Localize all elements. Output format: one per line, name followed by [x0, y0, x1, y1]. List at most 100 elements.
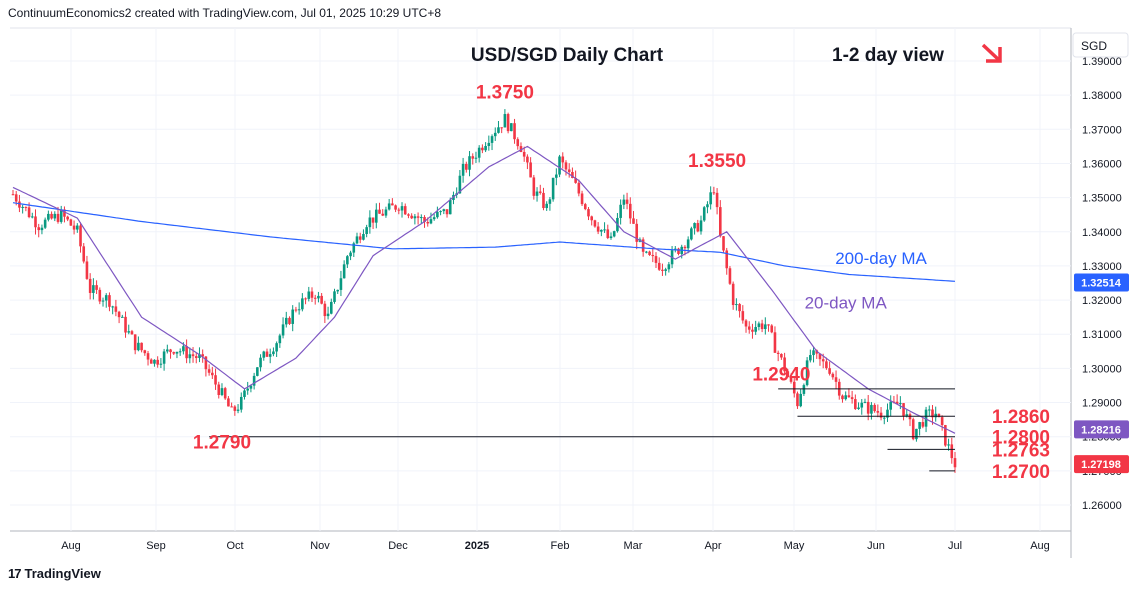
candle-body [882, 417, 886, 419]
candle-body [153, 359, 156, 364]
candle-body [635, 223, 639, 242]
candle-body [841, 395, 844, 400]
candle-body [702, 207, 706, 221]
time-tick-label: Sep [146, 540, 166, 552]
candle-body [21, 206, 24, 208]
footer-brand: TradingView [24, 566, 101, 581]
candle-body [510, 123, 513, 132]
candle-body [571, 171, 574, 178]
candle-body [88, 278, 92, 293]
candle-body [137, 342, 140, 351]
price-badge [1074, 455, 1129, 474]
candle-body [262, 351, 266, 358]
level-annotation: 1.2940 [752, 364, 810, 385]
candle-body [121, 316, 124, 318]
candle-body [500, 127, 503, 129]
candle-body [365, 227, 368, 234]
candle-body [873, 404, 876, 412]
candle-body [493, 132, 497, 137]
price-tick-label: 1.37000 [1082, 124, 1122, 136]
candle-body [876, 411, 880, 413]
candle-body [854, 399, 857, 409]
currency-button[interactable]: SGD [1072, 32, 1129, 58]
candle-body [905, 414, 909, 417]
time-tick-label: Aug [1030, 540, 1050, 552]
candle-body [69, 219, 73, 226]
time-tick-label: Apr [704, 540, 721, 552]
candle-body [484, 146, 487, 151]
candle-body [931, 409, 934, 418]
candle-body [143, 350, 147, 354]
candle-body [18, 201, 21, 208]
candle-body [230, 406, 233, 408]
candle-body [30, 216, 34, 218]
candle-body [371, 217, 375, 223]
chart-title: USD/SGD Daily Chart [471, 45, 664, 66]
candle-body [744, 320, 748, 327]
level-label: 1.2860 [992, 407, 1050, 428]
price-badge-label: 1.27198 [1081, 459, 1121, 471]
candle-body [313, 297, 317, 299]
candle-body [162, 351, 166, 364]
candle-body [358, 236, 362, 240]
candle-body [950, 444, 954, 459]
candle-body [802, 385, 806, 394]
candle-body [796, 393, 799, 407]
candle-body [320, 295, 323, 304]
candle-body [612, 231, 616, 237]
candle-body [944, 425, 947, 446]
candle-body [677, 248, 680, 254]
candle-body [281, 324, 285, 336]
candle-body [809, 355, 812, 361]
candle-body [11, 194, 15, 196]
candle-body [333, 291, 336, 302]
candle-body [834, 377, 838, 382]
price-tick-label: 1.31000 [1082, 329, 1122, 341]
candle-body [696, 223, 700, 232]
candle-body [40, 227, 44, 231]
candle-body [889, 401, 892, 410]
price-tick-label: 1.35000 [1082, 193, 1122, 205]
candle-body [628, 203, 632, 219]
candle-body [227, 398, 230, 407]
candle-body [246, 388, 249, 391]
candle-body [506, 114, 510, 132]
candle-body [555, 174, 558, 178]
candle-body [847, 395, 851, 398]
candle-body [432, 217, 436, 220]
candle-body [927, 409, 931, 411]
level-annotation: 1.3550 [688, 151, 746, 172]
candle-body [243, 390, 246, 397]
candle-body [757, 323, 761, 328]
candle-body [561, 156, 565, 163]
candle-body [773, 332, 777, 353]
candle-body [937, 413, 941, 418]
candle-body [899, 403, 902, 405]
candle-body [323, 303, 327, 317]
candle-body [436, 211, 439, 218]
candle-body [693, 223, 696, 229]
time-tick-label: Jun [867, 540, 885, 552]
candle-body [194, 356, 198, 359]
candle-body [603, 229, 606, 231]
candle-body [291, 309, 295, 324]
candle-body [400, 206, 404, 211]
candle-body [397, 209, 401, 211]
candle-body [593, 220, 597, 227]
candle-body [792, 381, 796, 394]
time-tick-label: May [784, 540, 805, 552]
candle-body [513, 123, 516, 140]
candle-body [413, 216, 417, 219]
candle-body [66, 216, 69, 220]
candle-body [728, 268, 732, 284]
candle-body [719, 207, 722, 237]
candle-body [754, 327, 757, 332]
candle-body [252, 375, 256, 386]
candle-body [940, 417, 944, 426]
candle-body [558, 156, 561, 175]
time-tick-label: Nov [310, 540, 330, 552]
candle-body [378, 209, 381, 214]
candle-body [104, 295, 108, 301]
ma20-line [12, 145, 956, 434]
